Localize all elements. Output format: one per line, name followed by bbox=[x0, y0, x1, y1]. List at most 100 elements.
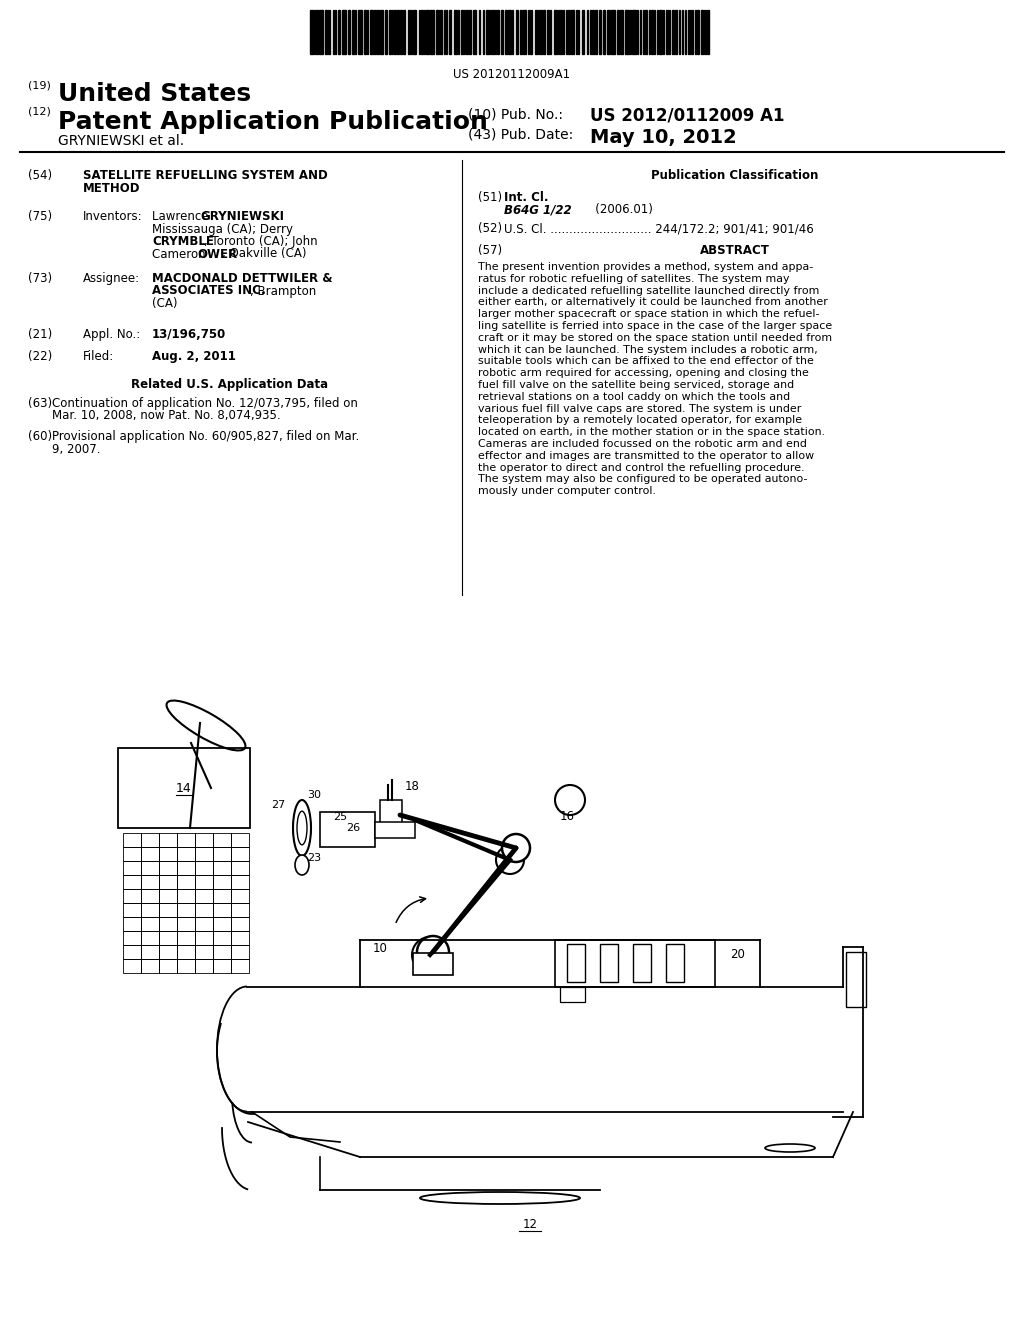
Bar bbox=[430, 11, 434, 54]
Bar bbox=[620, 11, 623, 54]
Bar bbox=[177, 960, 195, 973]
Text: 14: 14 bbox=[176, 781, 191, 795]
Text: MACDONALD DETTWILER &: MACDONALD DETTWILER & bbox=[152, 272, 333, 285]
Bar bbox=[195, 833, 213, 847]
Text: teleoperation by a remotely located operator, for example: teleoperation by a remotely located oper… bbox=[478, 416, 802, 425]
Bar bbox=[310, 11, 313, 54]
Bar bbox=[505, 11, 507, 54]
Text: Continuation of application No. 12/073,795, filed on: Continuation of application No. 12/073,7… bbox=[52, 397, 357, 411]
Bar bbox=[590, 11, 591, 54]
Text: (54): (54) bbox=[28, 169, 52, 182]
Bar bbox=[473, 11, 475, 54]
Bar bbox=[141, 888, 159, 903]
Bar bbox=[582, 11, 584, 54]
Bar bbox=[555, 940, 715, 987]
Bar bbox=[213, 931, 231, 945]
Bar bbox=[118, 748, 250, 828]
Text: 26: 26 bbox=[346, 822, 360, 833]
Bar bbox=[328, 11, 330, 54]
Bar bbox=[645, 11, 647, 54]
Bar bbox=[659, 11, 662, 54]
Bar bbox=[846, 952, 866, 1007]
Bar bbox=[213, 888, 231, 903]
Text: located on earth, in the mother station or in the space station.: located on earth, in the mother station … bbox=[478, 428, 825, 437]
Bar bbox=[540, 11, 542, 54]
Text: Aug. 2, 2011: Aug. 2, 2011 bbox=[152, 350, 236, 363]
Bar bbox=[159, 888, 177, 903]
Bar bbox=[348, 11, 350, 54]
Text: (52): (52) bbox=[478, 222, 502, 235]
Bar bbox=[364, 11, 366, 54]
Text: 18: 18 bbox=[406, 780, 420, 793]
Bar bbox=[231, 847, 249, 861]
Bar bbox=[679, 11, 680, 54]
Bar bbox=[231, 960, 249, 973]
Bar bbox=[610, 11, 614, 54]
Bar bbox=[123, 847, 141, 861]
Bar bbox=[616, 11, 618, 54]
Text: May 10, 2012: May 10, 2012 bbox=[590, 128, 736, 147]
Text: craft or it may be stored on the space station until needed from: craft or it may be stored on the space s… bbox=[478, 333, 833, 343]
Bar bbox=[177, 945, 195, 960]
Circle shape bbox=[417, 936, 449, 968]
Bar bbox=[319, 812, 375, 847]
Bar bbox=[195, 903, 213, 917]
Text: GRYNIEWSKI: GRYNIEWSKI bbox=[200, 210, 284, 223]
Bar bbox=[388, 11, 391, 54]
Bar bbox=[141, 931, 159, 945]
Text: Related U.S. Application Data: Related U.S. Application Data bbox=[131, 378, 329, 391]
Text: 12: 12 bbox=[522, 1218, 538, 1232]
Bar bbox=[141, 903, 159, 917]
Bar bbox=[411, 11, 412, 54]
Text: (73): (73) bbox=[28, 272, 52, 285]
Bar bbox=[231, 888, 249, 903]
Text: Assignee:: Assignee: bbox=[83, 272, 140, 285]
Bar bbox=[402, 11, 404, 54]
Bar bbox=[492, 11, 494, 54]
Text: ratus for robotic refuelling of satellites. The system may: ratus for robotic refuelling of satellit… bbox=[478, 273, 790, 284]
Bar bbox=[213, 903, 231, 917]
Bar bbox=[687, 11, 689, 54]
Bar bbox=[159, 945, 177, 960]
Text: Publication Classification: Publication Classification bbox=[651, 169, 818, 182]
Bar bbox=[666, 944, 684, 982]
Bar bbox=[469, 11, 471, 54]
Bar bbox=[554, 11, 556, 54]
Text: ABSTRACT: ABSTRACT bbox=[700, 244, 770, 257]
Bar bbox=[213, 833, 231, 847]
Bar bbox=[177, 903, 195, 917]
Text: retrieval stations on a tool caddy on which the tools and: retrieval stations on a tool caddy on wh… bbox=[478, 392, 791, 401]
Text: , Brampton: , Brampton bbox=[250, 285, 316, 297]
Bar bbox=[600, 944, 618, 982]
Text: (19): (19) bbox=[28, 81, 51, 90]
Bar bbox=[123, 875, 141, 888]
Text: Cameron: Cameron bbox=[152, 248, 209, 260]
Bar bbox=[663, 11, 664, 54]
Text: U.S. Cl. ........................... 244/172.2; 901/41; 901/46: U.S. Cl. ........................... 244… bbox=[504, 222, 814, 235]
Bar bbox=[213, 861, 231, 875]
Bar bbox=[666, 11, 668, 54]
Bar bbox=[697, 11, 699, 54]
Text: ling satellite is ferried into space in the case of the larger space: ling satellite is ferried into space in … bbox=[478, 321, 833, 331]
Text: The system may also be configured to be operated autono-: The system may also be configured to be … bbox=[478, 474, 808, 484]
Bar bbox=[159, 861, 177, 875]
Bar bbox=[319, 11, 323, 54]
Bar bbox=[195, 875, 213, 888]
Text: Inventors:: Inventors: bbox=[83, 210, 142, 223]
Bar bbox=[560, 11, 561, 54]
Text: effector and images are transmitted to the operator to allow: effector and images are transmitted to t… bbox=[478, 451, 814, 461]
Bar bbox=[461, 11, 463, 54]
Text: larger mother spacecraft or space station in which the refuel-: larger mother spacecraft or space statio… bbox=[478, 309, 819, 319]
Bar bbox=[380, 11, 383, 54]
Bar bbox=[592, 11, 594, 54]
Bar bbox=[123, 861, 141, 875]
Bar bbox=[413, 953, 453, 975]
Bar bbox=[354, 11, 356, 54]
Bar bbox=[568, 11, 569, 54]
Text: (10) Pub. No.:: (10) Pub. No.: bbox=[468, 107, 563, 121]
Bar bbox=[672, 11, 674, 54]
Bar bbox=[177, 931, 195, 945]
Bar bbox=[177, 833, 195, 847]
Text: , Toronto (CA); John: , Toronto (CA); John bbox=[204, 235, 317, 248]
Bar bbox=[231, 931, 249, 945]
